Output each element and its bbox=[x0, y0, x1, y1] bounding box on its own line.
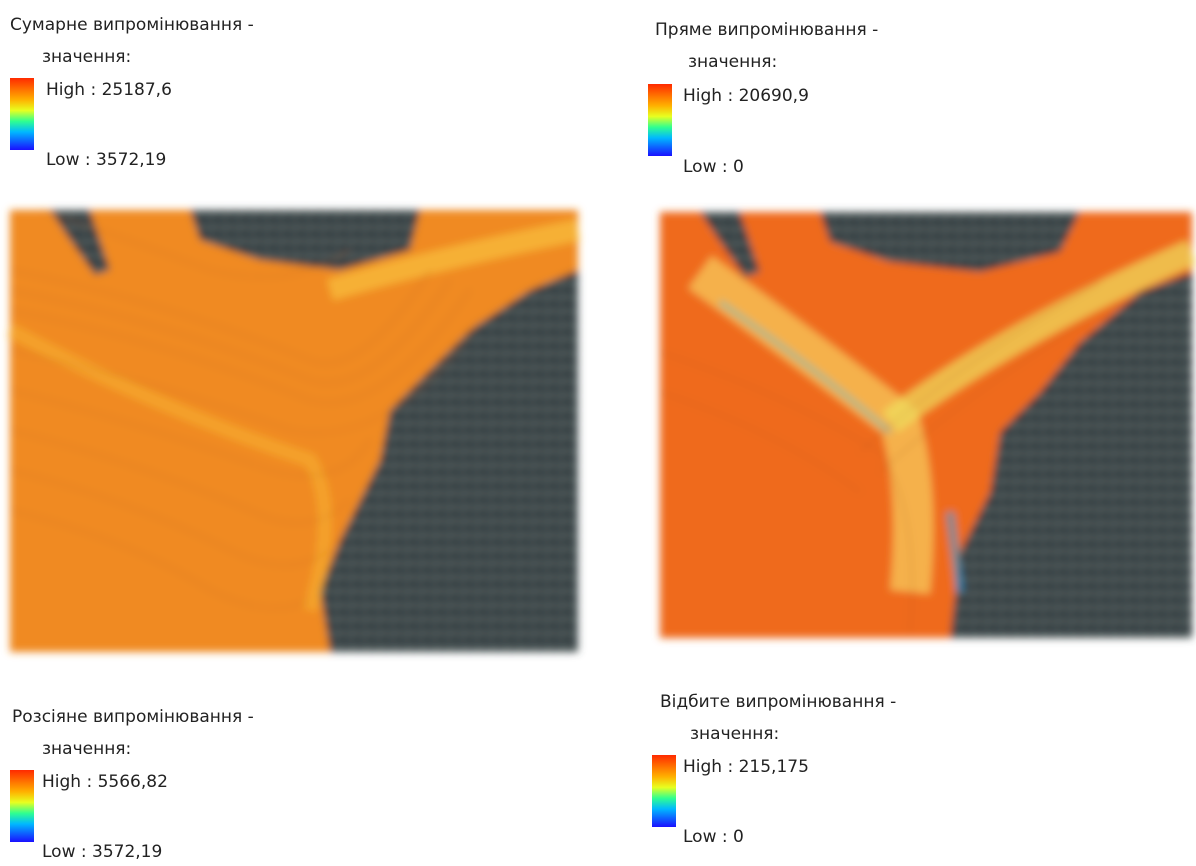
legend-high: High : 25187,6 bbox=[46, 80, 172, 100]
legend-title: Розсіяне випромінювання - bbox=[12, 707, 254, 727]
color-ramp bbox=[10, 78, 34, 150]
legend-low: Low : 3572,19 bbox=[42, 842, 162, 862]
legend-title: Сумарне випромінювання - bbox=[10, 15, 254, 35]
color-ramp bbox=[10, 770, 34, 842]
legend-high: High : 20690,9 bbox=[683, 86, 809, 106]
legend-low: Low : 3572,19 bbox=[46, 150, 166, 170]
legend-low: Low : 0 bbox=[683, 157, 744, 177]
map-panel bbox=[10, 210, 578, 652]
figure: Сумарне випромінювання - значення: High : … bbox=[0, 0, 1196, 866]
legend-subtitle: значення: bbox=[690, 724, 779, 744]
legend-high: High : 215,175 bbox=[683, 757, 809, 777]
legend-low: Low : 0 bbox=[683, 827, 744, 847]
color-ramp bbox=[652, 755, 676, 827]
legend-title: Відбите випромінювання - bbox=[660, 692, 896, 712]
color-ramp bbox=[648, 84, 672, 156]
legend-high: High : 5566,82 bbox=[42, 772, 168, 792]
map-image bbox=[10, 210, 578, 652]
legend-subtitle: значення: bbox=[42, 47, 131, 67]
map-image bbox=[660, 212, 1192, 638]
legend-subtitle: значення: bbox=[688, 52, 777, 72]
map-panel bbox=[660, 212, 1192, 638]
legend-title: Пряме випромінювання - bbox=[655, 20, 878, 40]
legend-subtitle: значення: bbox=[42, 739, 131, 759]
